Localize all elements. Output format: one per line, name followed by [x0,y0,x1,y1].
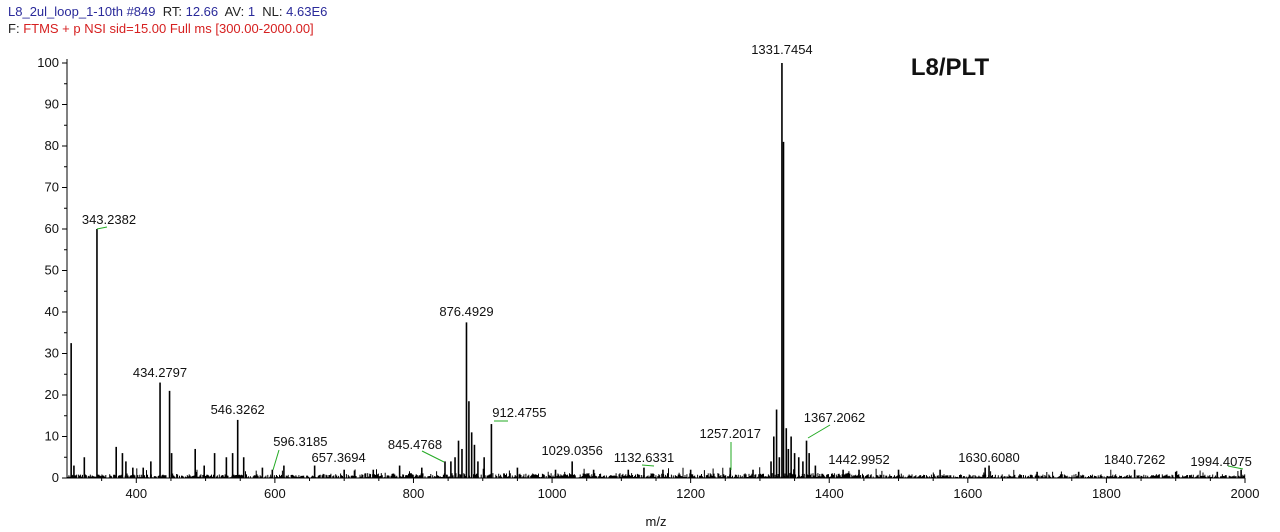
y-tick-label: 40 [45,304,59,319]
nl-value: 4.63E6 [286,4,328,19]
x-tick-label: 1400 [815,486,844,501]
nl-label: NL: [262,4,283,19]
x-tick-label: 800 [403,486,425,501]
peak-label-leader [272,449,280,471]
peak-label: 845.4768 [388,437,442,452]
x-tick-label: 1600 [953,486,982,501]
rt-label: RT: [162,4,182,19]
x-tick-label: 600 [264,486,286,501]
noise-trace [67,467,1246,478]
y-tick-label: 30 [45,346,59,361]
peak-label: 1840.7262 [1104,452,1165,467]
peak-label: 596.3185 [273,434,327,449]
spectrum-header: L8_2ul_loop_1-10th #849 RT: 12.66 AV: 1 … [8,3,327,37]
header-line-2: F: FTMS + p NSI sid=15.00 Full ms [300.0… [8,20,327,37]
peak-label: 1994.4075 [1190,454,1251,469]
peak-label: 1331.7454 [751,42,812,57]
peak-label-leader [421,450,445,463]
y-tick-label: 20 [45,387,59,402]
y-tick-label: 0 [52,470,59,485]
peak-label: 657.3694 [312,450,366,465]
y-tick-label: 90 [45,97,59,112]
rt-value: 12.66 [185,4,219,19]
y-tick-label: 100 [37,55,59,70]
peak-label-leader [1227,465,1244,470]
peak-labels: 343.2382 434.2797 546.3262 596.3185657.3694… [82,42,1252,471]
peak-label: 1257.2017 [700,426,761,441]
av-label: AV: [224,4,245,19]
chart-axes: 0 10 20 30 40 50 60 70 80 90 100 400 600 800 1000 1200 1… [37,55,1259,501]
y-tick-label: 50 [45,263,59,278]
peak-label-leader [641,464,655,467]
peak-label-leader [96,226,108,230]
peak-label: 343.2382 [82,212,136,227]
peak-label-leader [807,424,831,439]
av-value: 1 [247,4,256,19]
header-line-1: L8_2ul_loop_1-10th #849 RT: 12.66 AV: 1 … [8,3,327,20]
peak-label: 1132.6331 [614,450,675,465]
spectrum-peaks [70,63,1242,478]
chart-title: L8/PLT [911,54,990,81]
filter-value: FTMS + p NSI sid=15.00 Full ms [300.00-2… [23,21,314,36]
x-tick-label: 1200 [676,486,705,501]
peak-label: 434.2797 [133,365,187,380]
peak-label: 1367.2062 [804,410,865,425]
peak-label: 876.4929 [439,304,493,319]
y-tick-label: 10 [45,429,59,444]
x-tick-label: 1800 [1092,486,1121,501]
peak-label: 1442.9952 [828,452,889,467]
filter-label: F: [8,21,20,36]
x-tick-label: 1000 [538,486,567,501]
peak-label: 1029.0356 [541,443,602,458]
y-tick-label: 80 [45,138,59,153]
y-tick-label: 70 [45,180,59,195]
x-tick-label: 400 [125,486,147,501]
x-tick-label: 2000 [1231,486,1260,501]
scan-number: #849 [126,4,156,19]
peak-label: 912.4755 [492,405,546,420]
x-axis-title: m/z [646,514,667,529]
baseline-noise [67,467,1246,478]
filename: L8_2ul_loop_1-10th [8,4,123,19]
peak-label: 546.3262 [211,402,265,417]
peak-label: 1630.6080 [958,450,1019,465]
y-tick-label: 60 [45,221,59,236]
